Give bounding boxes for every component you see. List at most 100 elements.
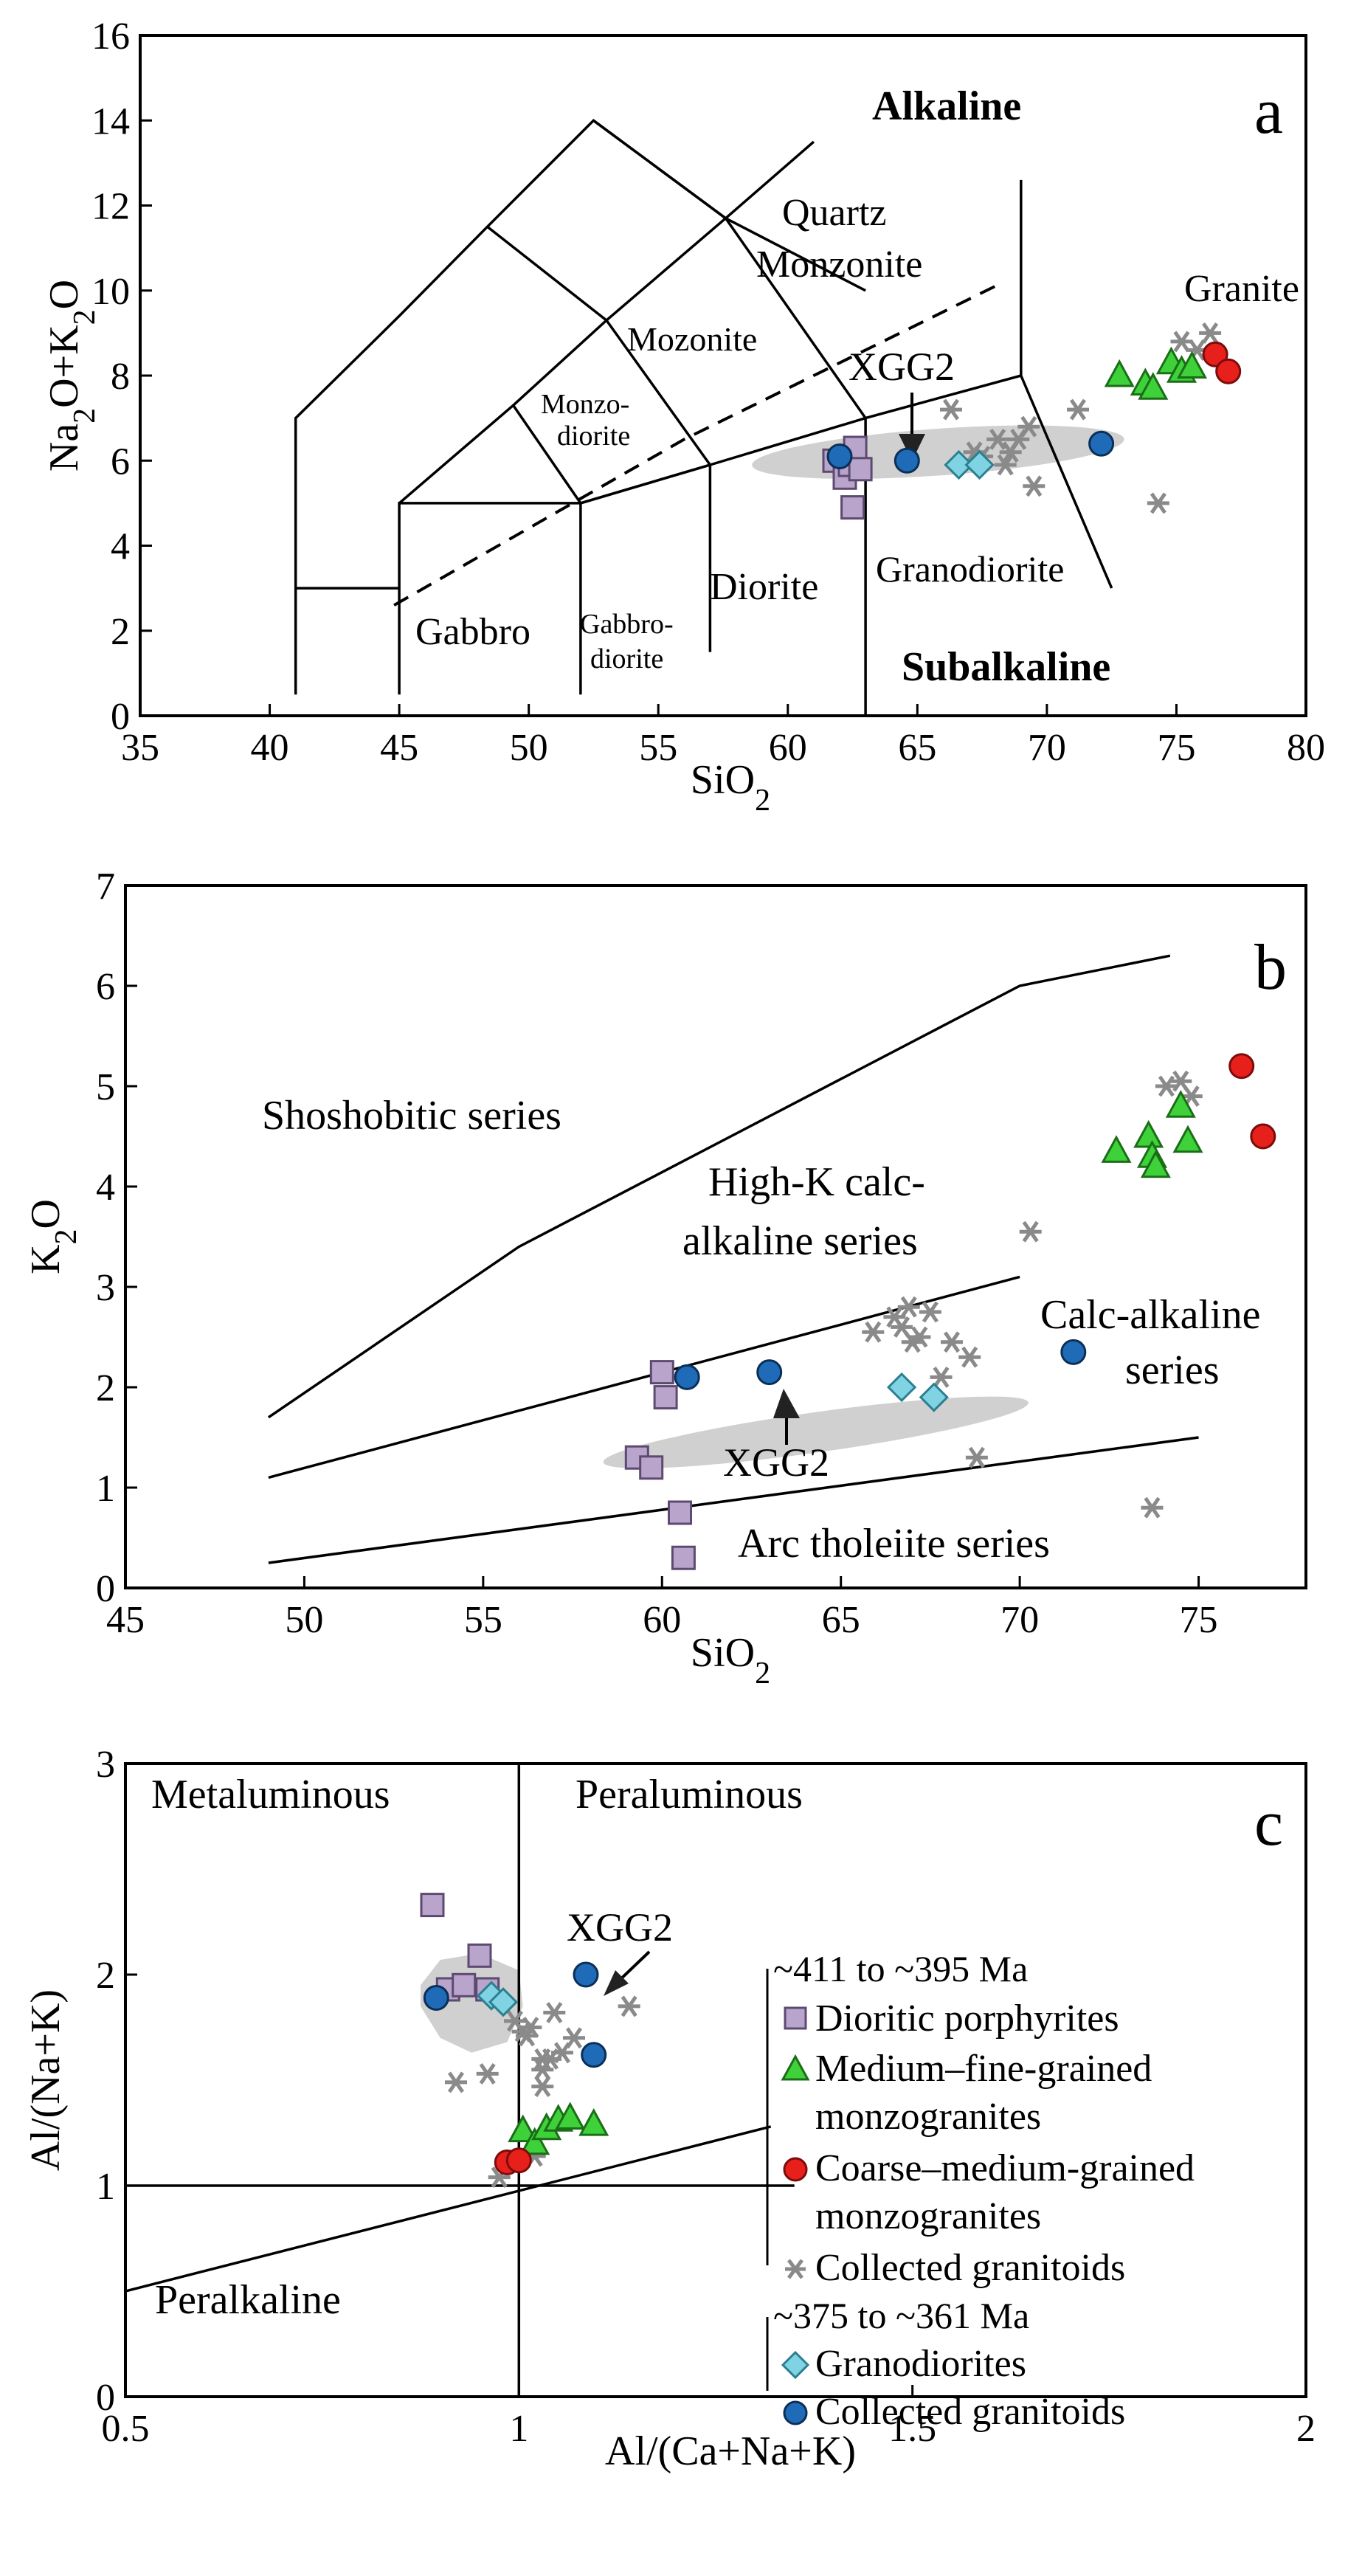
y-tick-label: 1 bbox=[96, 1468, 115, 1510]
panel-b: b Shoshobitic series High-K calc- alkali… bbox=[262, 932, 1287, 1567]
field-label-monzodiorite-1: Monzo- bbox=[541, 389, 629, 420]
point-asterisk bbox=[883, 1306, 906, 1328]
panel-b-fields bbox=[267, 954, 1199, 1564]
point-triangle bbox=[1133, 1119, 1164, 1148]
y-tick-label: 2 bbox=[111, 611, 130, 653]
point-square bbox=[452, 1972, 477, 1997]
legend-marker-collected-granitoids-2 bbox=[783, 2400, 808, 2425]
field-boundary-line bbox=[605, 320, 711, 466]
y-tick-label: 3 bbox=[96, 1744, 115, 1786]
annotation-xgg2-a: XGG2 bbox=[848, 345, 955, 389]
plot-frame bbox=[124, 884, 1307, 1589]
point-square bbox=[420, 1893, 445, 1918]
point-asterisk bbox=[941, 1331, 963, 1353]
point-asterisk bbox=[940, 398, 962, 421]
field-label-highk-1: High-K calc- bbox=[708, 1159, 925, 1205]
field-label-peraluminous: Peraluminous bbox=[576, 1772, 803, 1817]
point-asterisk bbox=[1019, 1220, 1042, 1243]
point-circle bbox=[1228, 1053, 1255, 1080]
field-label-granite: Granite bbox=[1184, 268, 1299, 310]
point-triangle bbox=[508, 2114, 539, 2143]
point-diamond bbox=[919, 1382, 949, 1412]
point-square bbox=[668, 1500, 692, 1525]
field-boundary-line bbox=[1020, 375, 1113, 589]
x-axis-label: SiO2 bbox=[691, 757, 770, 818]
legend-item-medium-fine-2: monzogranites bbox=[815, 2096, 1041, 2138]
field-label-shoshonitic: Shoshobitic series bbox=[262, 1093, 561, 1139]
point-asterisk bbox=[1023, 475, 1045, 497]
point-diamond bbox=[886, 1372, 917, 1403]
y-tick-label: 2 bbox=[96, 1367, 115, 1409]
legend-group-1: ~411 to ~395 Ma bbox=[773, 1948, 1028, 1989]
field-label-peralkaline: Peralkaline bbox=[155, 2277, 341, 2323]
legend-item-granodiorites: Granodiorites bbox=[815, 2343, 1026, 2385]
annotation-xgg2-b: XGG2 bbox=[723, 1440, 829, 1485]
field-label-quartz: Quartz bbox=[782, 192, 886, 234]
point-asterisk bbox=[901, 1331, 924, 1353]
field-boundary-line bbox=[267, 954, 1171, 1419]
field-label-diorite: Diorite bbox=[710, 566, 818, 608]
field-boundary-line bbox=[580, 463, 711, 505]
point-asterisk bbox=[862, 1321, 885, 1343]
field-label-highk-2: alkaline series bbox=[682, 1218, 918, 1264]
x-tick-label: 75 bbox=[1180, 1599, 1218, 1641]
point-circle bbox=[581, 2042, 607, 2068]
legend-marker-collected-granitoids-1 bbox=[785, 2259, 806, 2279]
x-tick-label: 55 bbox=[639, 727, 677, 769]
legend-marker-dioritic-porphyrites bbox=[784, 2006, 807, 2030]
x-tick-label: 35 bbox=[121, 727, 159, 769]
field-label-alkaline: Alkaline bbox=[872, 83, 1021, 129]
legend-item-medium-fine-1: Medium–fine-grained bbox=[815, 2048, 1152, 2090]
point-circle bbox=[756, 1359, 783, 1386]
trend-field-shade bbox=[752, 425, 1124, 479]
field-label-calcalkaline-1: Calc-alkaline bbox=[1040, 1292, 1261, 1338]
point-asterisk bbox=[445, 2071, 467, 2093]
point-triangle bbox=[1101, 1135, 1132, 1163]
x-tick-label: 60 bbox=[769, 727, 807, 769]
point-asterisk bbox=[1017, 415, 1040, 438]
point-asterisk bbox=[930, 1366, 953, 1388]
trend-field-shade bbox=[603, 1396, 1029, 1468]
point-diamond bbox=[488, 1987, 519, 2017]
legend-group-2: ~375 to ~361 Ma bbox=[773, 2295, 1029, 2336]
point-asterisk bbox=[897, 1296, 920, 1318]
legend-marker-coarse-medium-monzogranites bbox=[783, 2157, 808, 2182]
plot-frame bbox=[124, 1762, 1307, 2398]
legend-item-dioritic-porphyrites: Dioritic porphyrites bbox=[815, 1997, 1119, 2040]
y-tick-label: 0 bbox=[96, 2377, 115, 2419]
y-tick-label: 12 bbox=[91, 186, 130, 228]
y-tick-label: 0 bbox=[111, 696, 130, 738]
legend-marker-granodiorites bbox=[781, 2350, 810, 2380]
field-boundary-line bbox=[268, 1436, 1199, 1564]
field-label-gabbrodiorite-1: Gabbro- bbox=[580, 609, 674, 640]
point-asterisk bbox=[516, 2025, 538, 2047]
y-tick-label: 4 bbox=[96, 1167, 115, 1209]
point-triangle bbox=[578, 2107, 609, 2136]
legend-item-collected-granitoids-1: Collected granitoids bbox=[815, 2247, 1125, 2289]
annotation-arrowhead-a bbox=[899, 434, 925, 461]
point-asterisk bbox=[1147, 492, 1169, 514]
field-boundary-line bbox=[512, 404, 582, 504]
point-circle bbox=[1088, 430, 1115, 457]
panel-c-label: c bbox=[1254, 1788, 1283, 1860]
x-tick-label: 80 bbox=[1287, 727, 1325, 769]
field-boundary-line bbox=[592, 119, 727, 220]
panel-a-label: a bbox=[1254, 76, 1283, 148]
y-tick-label: 2 bbox=[96, 1955, 115, 1997]
point-circle bbox=[423, 1985, 449, 2011]
point-square bbox=[467, 1943, 492, 1968]
legend-item-coarse-medium-2: monzogranites bbox=[815, 2195, 1041, 2237]
point-triangle bbox=[1140, 1150, 1171, 1178]
field-label-calcalkaline-2: series bbox=[1125, 1347, 1220, 1393]
legend-item-coarse-medium-1: Coarse–medium-grained bbox=[815, 2147, 1195, 2189]
point-asterisk bbox=[986, 428, 1009, 450]
point-asterisk bbox=[1067, 398, 1089, 421]
point-triangle bbox=[1172, 1125, 1203, 1153]
point-asterisk bbox=[563, 2027, 585, 2049]
field-label-gabbro: Gabbro bbox=[415, 611, 530, 653]
point-circle bbox=[505, 2147, 532, 2174]
point-triangle bbox=[555, 2102, 586, 2130]
point-square bbox=[653, 1385, 678, 1410]
field-boundary-line bbox=[125, 2125, 772, 2293]
